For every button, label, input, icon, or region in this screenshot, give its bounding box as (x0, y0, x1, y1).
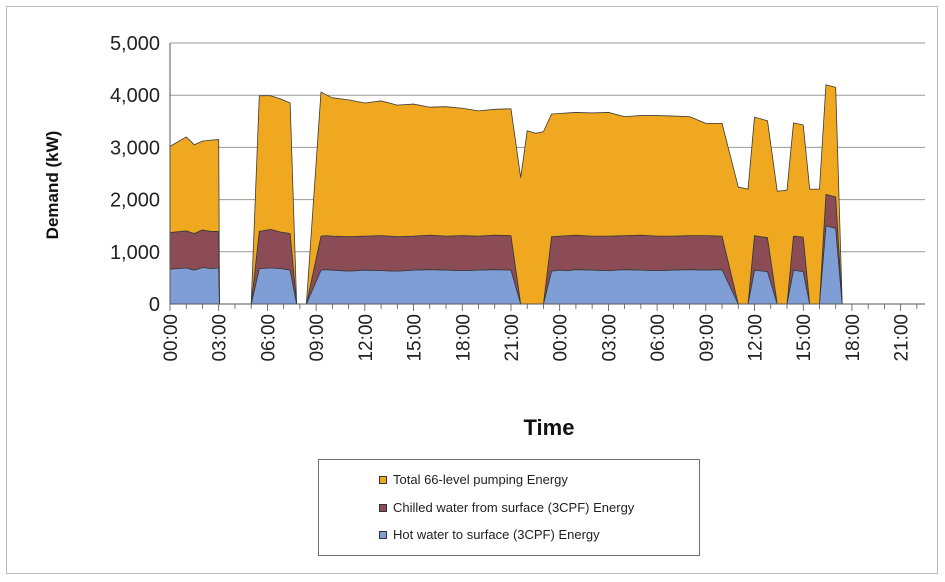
x-tick-label: 12:00 (746, 314, 767, 362)
x-tick-label: 00:00 (161, 314, 182, 362)
legend-item-hot-water: Hot water to surface (3CPF) Energy (379, 527, 600, 542)
chart-frame: 0 1,000 2,000 3,000 4,000 5,000 00:00 03:00 06:… (6, 6, 938, 574)
x-tick-label: 06:00 (258, 314, 279, 362)
x-tick-labels: 00:00 03:00 06:00 09:00 12:00 15:00 18:00 21:00… (161, 314, 913, 362)
legend-swatch-chilled-water (379, 503, 387, 512)
x-tick-label: 18:00 (453, 314, 474, 362)
x-tick-label: 00:00 (551, 314, 572, 362)
x-tick-label: 03:00 (210, 314, 231, 362)
y-tick-label: 3,000 (110, 137, 160, 159)
legend-label-chilled-water: Chilled water from surface (3CPF) Energy (393, 500, 635, 515)
x-tick-label: 09:00 (307, 314, 328, 362)
x-tick-label: 15:00 (405, 314, 426, 362)
legend-label-total-pumping: Total 66-level pumping Energy (393, 472, 568, 487)
x-axis-title: Time (524, 415, 575, 440)
legend-swatch-total-pumping (379, 475, 387, 484)
x-tick-label: 21:00 (892, 314, 913, 362)
x-tick-label: 21:00 (502, 314, 523, 362)
x-tick-label: 12:00 (356, 314, 377, 362)
legend-label-hot-water: Hot water to surface (3CPF) Energy (393, 527, 600, 542)
y-tick-label: 2,000 (110, 190, 160, 212)
legend-swatch-hot-water (379, 530, 387, 539)
x-tick-label: 15:00 (794, 314, 815, 362)
x-tick-label: 06:00 (648, 314, 669, 362)
axes (169, 43, 925, 305)
x-tick-label: 09:00 (697, 314, 718, 362)
x-minor-ticks (169, 304, 918, 311)
y-tick-label: 1,000 (110, 242, 160, 264)
area-series (169, 84, 892, 305)
legend-item-chilled-water: Chilled water from surface (3CPF) Energy (379, 500, 634, 515)
y-tick-label: 5,000 (110, 33, 160, 55)
y-tick-label: 0 (149, 294, 160, 316)
chart-svg: 0 1,000 2,000 3,000 4,000 5,000 00:00 03:00 06:… (43, 33, 925, 440)
y-tick-labels: 0 1,000 2,000 3,000 4,000 5,000 (110, 33, 160, 316)
legend: Total 66-level pumping Energy Chilled wa… (318, 459, 700, 556)
y-axis-title: Demand (kW) (43, 131, 62, 240)
y-tick-label: 4,000 (110, 85, 160, 107)
x-tick-label: 03:00 (599, 314, 620, 362)
x-tick-label: 18:00 (843, 314, 864, 362)
legend-item-total-pumping: Total 66-level pumping Energy (379, 472, 568, 487)
